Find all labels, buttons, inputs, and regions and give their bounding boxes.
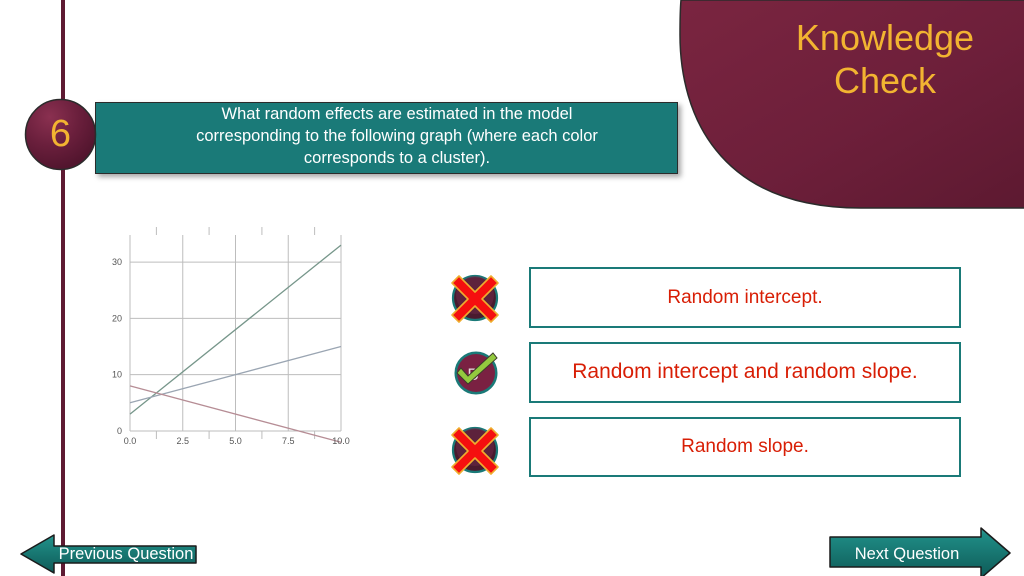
svg-text:Next Question: Next Question xyxy=(855,545,960,563)
svg-text:0: 0 xyxy=(117,426,122,436)
svg-text:10: 10 xyxy=(112,370,122,380)
svg-text:7.5: 7.5 xyxy=(282,436,295,446)
svg-text:2.5: 2.5 xyxy=(176,436,189,446)
svg-text:10.0: 10.0 xyxy=(332,436,350,446)
svg-text:30: 30 xyxy=(112,257,122,267)
svg-text:Previous Question: Previous Question xyxy=(59,545,194,563)
svg-text:0.0: 0.0 xyxy=(124,436,137,446)
svg-text:20: 20 xyxy=(112,313,122,323)
svg-text:5.0: 5.0 xyxy=(229,436,242,446)
